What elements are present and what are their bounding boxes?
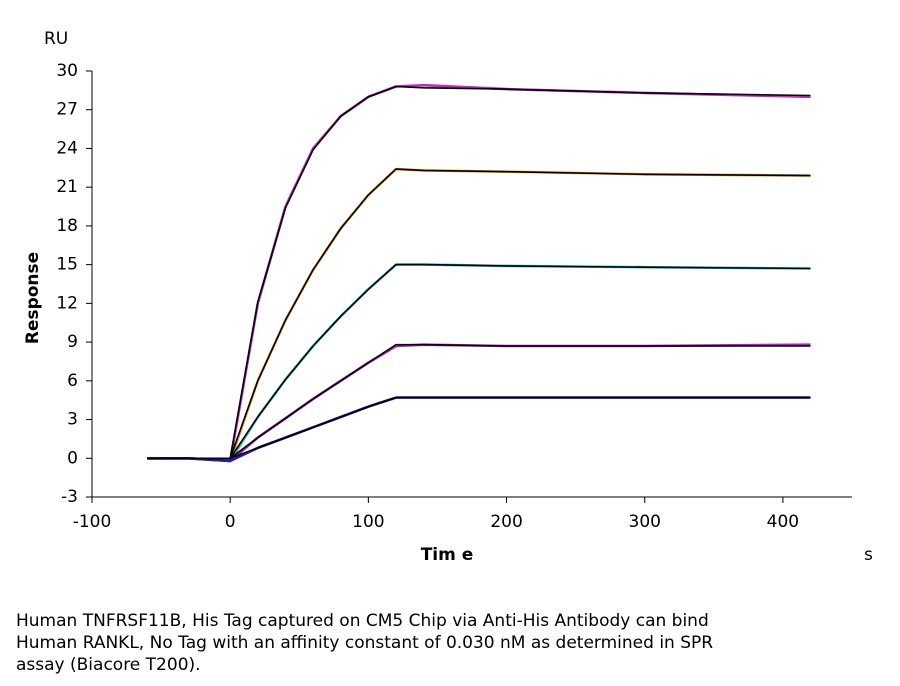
y-unit: RU xyxy=(44,29,68,49)
series-line xyxy=(147,83,811,463)
y-tick-label: 3 xyxy=(67,410,78,430)
x-unit: s xyxy=(864,545,873,565)
caption-line: Human RANKL, No Tag with an affinity con… xyxy=(16,633,713,653)
caption-line: Human TNFRSF11B, His Tag captured on CM5… xyxy=(16,611,709,631)
y-tick-label: 21 xyxy=(56,177,78,197)
y-axis-label: Response xyxy=(23,252,43,344)
caption-line: assay (Biacore T200). xyxy=(16,655,201,675)
y-tick-label: 18 xyxy=(56,216,78,236)
y-tick-label: 30 xyxy=(56,61,78,81)
x-tick-label: 100 xyxy=(352,512,384,532)
series-line xyxy=(147,85,811,460)
series-line xyxy=(147,396,811,460)
x-tick-label: 400 xyxy=(767,512,799,532)
y-tick-label: 27 xyxy=(56,100,78,120)
y-tick-label: 24 xyxy=(56,138,78,158)
x-tick-label: 300 xyxy=(629,512,661,532)
y-tick-label: -3 xyxy=(61,487,78,507)
x-tick-label: 200 xyxy=(490,512,522,532)
series-line xyxy=(147,167,811,463)
x-tick-label: -100 xyxy=(73,512,112,532)
y-tick-label: 6 xyxy=(67,371,78,391)
y-tick-label: 12 xyxy=(56,293,78,313)
x-axis-label: Tim e xyxy=(421,545,474,565)
y-tick-label: 9 xyxy=(67,332,78,352)
y-tick-label: 15 xyxy=(56,255,78,275)
y-tick-label: 0 xyxy=(67,448,78,468)
x-tick-label: 0 xyxy=(225,512,236,532)
